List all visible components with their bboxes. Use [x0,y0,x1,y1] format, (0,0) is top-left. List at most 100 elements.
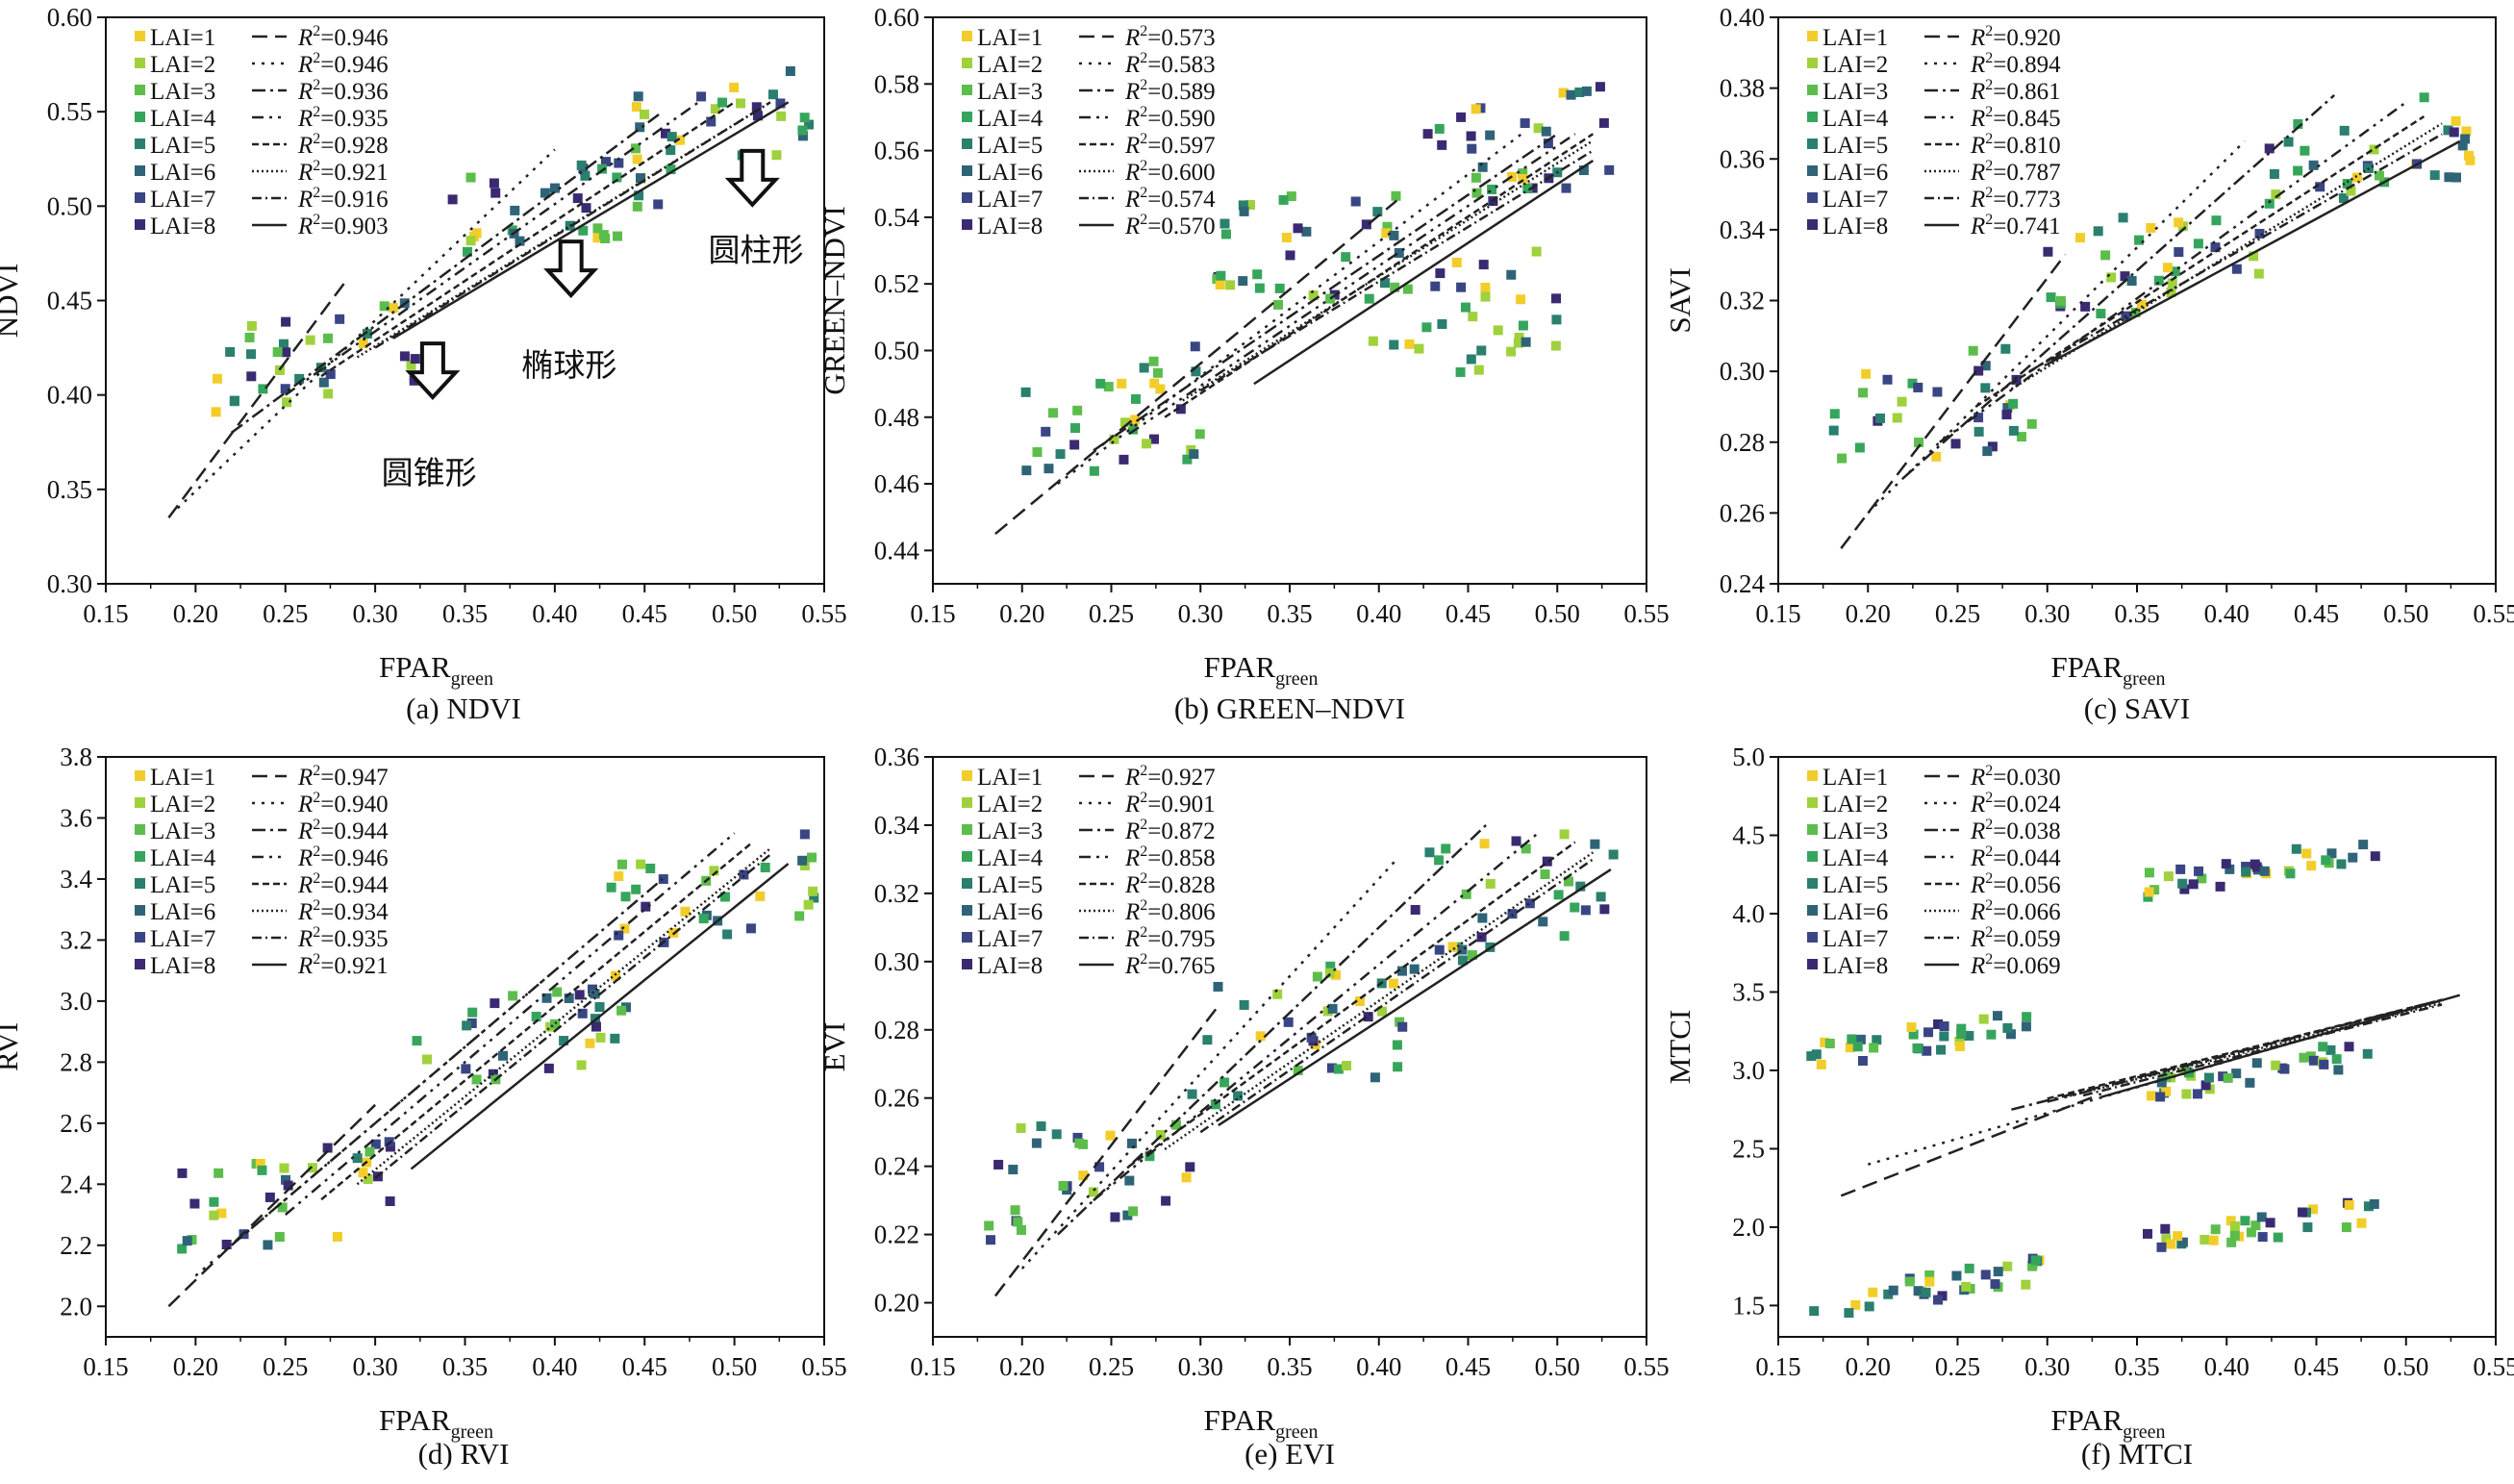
r2-value: =0.944 [320,872,389,898]
scatter-point-lai5 [594,1002,605,1013]
r2-superscript: 2 [1985,790,1993,806]
fit-line-lai1 [167,1103,376,1308]
panel-caption: (d) RVI [418,1437,510,1471]
legend-marker-lai7 [135,932,145,943]
scatter-point-lai5 [576,160,587,170]
scatter-point-lai1 [2173,1231,2183,1242]
scatter-point-lai3 [277,1202,288,1213]
fit-line-lai1 [993,1005,1219,1297]
y-tick-label: 3.2 [60,925,92,954]
legend-label: LAI=7 [1823,187,1888,213]
scatter-point-lai6 [515,236,525,246]
scatter-point-lai8 [1511,836,1521,846]
legend-label: LAI=6 [150,899,215,925]
scatter-point-lai1 [729,83,740,93]
r2-value: =0.056 [1993,872,2060,898]
r2-value: =0.024 [1993,792,2061,817]
legend-r2: R2=0.901 [1124,790,1216,817]
scatter-point-lai6 [1485,130,1496,140]
scatter-point-lai5 [1980,383,1991,393]
scatter-point-lai5 [2093,226,2103,237]
legend-marker-lai3 [135,85,145,95]
x-tick-label: 0.40 [532,599,577,628]
scatter-point-lai4 [412,1036,422,1046]
fit-line-lai3 [1093,133,1558,452]
legend-label: LAI=4 [150,845,216,871]
y-tick-label: 3.0 [1732,1056,1765,1085]
x-tick-label: 0.45 [1446,599,1491,628]
r2-superscript: 2 [313,77,320,93]
r2-symbol: R [1970,106,1985,132]
scatter-point-lai4 [612,172,622,183]
scatter-point-lai6 [2358,840,2369,850]
scatter-point-lai8 [1410,905,1420,916]
y-tick-label: 0.58 [874,69,919,98]
fit-line-lai8 [2047,139,2461,365]
scatter-point-lai5 [1921,1287,1931,1297]
panel-b: 0.15 0.20 0.25 0.30 0.35 0.40 0.45 0.50 0.55 0.44… [817,3,1670,725]
scatter-point-lai3 [322,333,333,343]
r2-superscript: 2 [1140,790,1147,806]
scatter-point-lai6 [1396,966,1407,976]
legend-label: LAI=6 [977,160,1043,186]
scatter-point-lai3 [1924,1270,1935,1280]
scatter-point-lai7 [2319,1059,2329,1069]
r2-superscript: 2 [1985,212,1993,228]
scatter-point-lai3 [592,223,603,234]
r2-symbol: R [297,899,313,925]
legend-label: LAI=6 [1823,899,1888,925]
scatter-point-lai7 [1980,1270,1991,1280]
scatter-point-lai3 [1325,293,1336,304]
fit-line-lai3 [1056,824,1487,1236]
scatter-point-lai6 [1394,248,1404,259]
scatter-point-lai4 [467,1007,478,1018]
scatter-point-lai8 [177,1168,188,1178]
scatter-point-lai6 [2021,1021,2031,1032]
r2-superscript: 2 [1140,763,1147,779]
fit-line-lai1 [1840,1093,2102,1197]
scatter-point-lai3 [2017,432,2027,442]
scatter-point-lai1 [1850,1299,1861,1310]
scatter-point-lai6 [1122,1210,1133,1220]
scatter-point-lai3 [365,1146,375,1157]
scatter-point-lai4 [2273,1232,2283,1243]
legend-label: LAI=2 [150,52,215,78]
legend-label: LAI=6 [1823,160,1888,186]
scatter-point-lai3 [1032,447,1043,458]
scatter-point-lai5 [1191,366,1201,377]
scatter-point-lai3 [1072,405,1083,415]
scatter-point-lai1 [2161,1086,2172,1096]
scatter-point-lai6 [2256,1212,2267,1222]
r2-value: =0.590 [1147,106,1215,132]
panel-caption: (e) EVI [1244,1437,1335,1471]
r2-symbol: R [1124,79,1140,105]
scatter-point-lai2 [709,866,719,876]
y-tick-label: 0.30 [47,569,92,598]
scatter-point-lai7 [775,98,786,109]
x-tick-label: 0.50 [2383,1352,2428,1381]
fit-line-lai4 [284,832,736,1217]
y-tick-label: 0.45 [47,287,92,315]
x-tick-label: 0.50 [1535,1352,1580,1381]
scatter-point-lai5 [1239,999,1249,1010]
scatter-point-lai6 [1538,917,1548,927]
x-tick-label: 0.35 [1267,1352,1312,1381]
legend-marker-lai1 [1807,770,1818,781]
r2-value: =0.030 [1993,765,2060,791]
legend-r2: R2=0.828 [1124,870,1216,898]
scatter-point-lai8 [281,316,291,327]
legend-marker-lai4 [962,112,972,122]
down-arrow-icon [405,341,461,401]
legend-label: LAI=1 [977,25,1043,51]
scatter-point-lai7 [325,369,336,380]
r2-symbol: R [1970,25,1985,51]
scatter-point-lai5 [2429,170,2440,181]
legend-r2: R2=0.921 [297,158,389,186]
x-axis-label-sub: green [451,1421,493,1443]
scatter-point-lai4 [2285,868,2296,879]
scatter-point-lai6 [633,91,643,102]
scatter-point-lai1 [2074,233,2085,243]
legend-r2: R2=0.935 [297,104,389,132]
fit-line-lai3 [1902,94,2335,479]
legend-label: LAI=3 [150,79,215,105]
